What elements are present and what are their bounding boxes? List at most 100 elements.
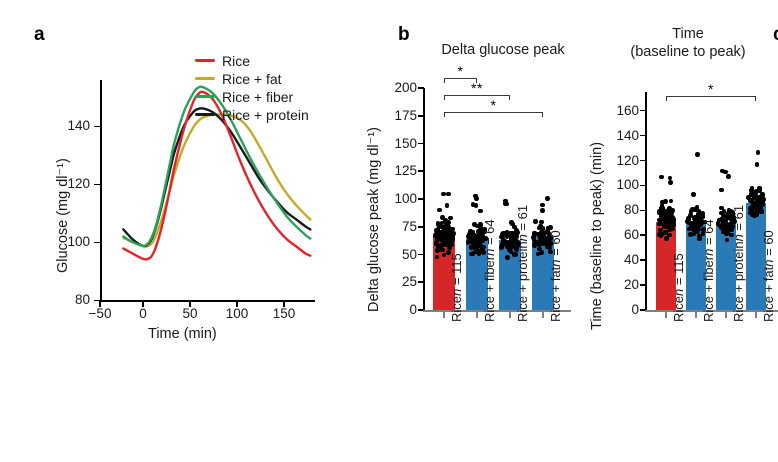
panel-b-right-cat-label-2: Rice + proteinn = 61 (731, 204, 746, 322)
panel-b-right-ytick-0: 0 (631, 302, 639, 317)
datapoint (535, 251, 541, 257)
datapoint (755, 208, 760, 213)
datapoint (476, 251, 482, 256)
datapoint (474, 196, 479, 201)
panel-b-left-ytick-50: 50 (401, 246, 417, 262)
datapoint (657, 217, 662, 223)
datapoint (755, 150, 761, 156)
datapoint (471, 237, 477, 242)
panel-b-left-cat-tick-3 (542, 312, 544, 318)
datapoint (538, 250, 544, 255)
datapoint (532, 232, 538, 237)
bar-panel-b-left-1[interactable] (466, 238, 488, 310)
panel-a-ytick-mark-120 (94, 183, 101, 186)
panel-b-right-title-line2: (baseline to peak) (630, 44, 746, 60)
panel-b-left-sig-tick-2-1 (475, 78, 477, 83)
legend-label-rice: Rice (222, 52, 251, 69)
datapoint (504, 230, 510, 235)
datapoint (669, 218, 674, 224)
datapoint (446, 224, 452, 230)
bar-panel-b-left-2[interactable] (499, 240, 521, 310)
datapoint (533, 219, 539, 224)
panel-a-xtick-mark-0 (142, 300, 144, 307)
datapoint (471, 243, 477, 249)
panel-a-xtick-mark-50 (189, 300, 191, 307)
bar-panel-b-right-3[interactable] (746, 202, 766, 310)
datapoint (480, 246, 485, 252)
datapoint (752, 191, 758, 197)
datapoint (721, 209, 727, 215)
panel-label-c: c (773, 25, 778, 44)
panel-b-right-ytick-mark-140 (640, 134, 646, 137)
panel-a-xtick-150: 150 (272, 306, 296, 321)
panel-b-left-cat-tick-1 (476, 312, 478, 318)
datapoint (546, 231, 551, 236)
bar-panel-b-right-0[interactable] (656, 221, 676, 310)
panel-b-left-title: Delta glucose peak (441, 42, 565, 58)
datapoint (693, 214, 698, 220)
datapoint (516, 240, 521, 246)
datapoint (509, 220, 514, 225)
bar-panel-b-right-2[interactable] (716, 221, 736, 310)
datapoint (441, 191, 446, 197)
bar-panel-b-right-1[interactable] (686, 221, 706, 310)
datapoint (759, 209, 764, 215)
datapoint (538, 238, 543, 243)
panel-b-left-ytick-mark-25 (418, 281, 424, 284)
datapoint (449, 242, 454, 248)
panel-b-left-ytick-mark-100 (418, 198, 424, 200)
datapoint (443, 218, 448, 223)
datapoint (507, 230, 513, 236)
legend-label-rice-protein: Rice + protein (222, 106, 309, 123)
panel-a-x-axis-title: Time (min) (148, 326, 217, 342)
datapoint (759, 199, 765, 205)
panel-b-left-sig-tick-2-0 (444, 78, 446, 83)
datapoint (544, 244, 550, 249)
datapoint (719, 216, 724, 222)
datapoint (753, 210, 758, 216)
datapoint (667, 232, 672, 238)
datapoint (441, 252, 447, 258)
datapoint (667, 226, 672, 232)
datapoint (658, 205, 664, 211)
datapoint (728, 213, 733, 219)
datapoint (532, 241, 538, 247)
datapoint (668, 220, 673, 226)
datapoint (685, 216, 691, 222)
panel-b-left-sig-tick-1-0 (444, 95, 446, 100)
errorbar-panel-b-left-3 (542, 233, 544, 242)
datapoint (700, 214, 706, 219)
datapoint (657, 227, 663, 233)
datapoint (444, 203, 450, 208)
panel-b-left-cat-label-2: Rice + proteinn = 61 (515, 204, 530, 322)
panel-b-right-y-axis-line (645, 92, 647, 311)
datapoint (481, 250, 486, 256)
panel-b-right-ytick-40: 40 (623, 252, 639, 268)
panel-b-right-sig-tick-0-1 (754, 96, 756, 101)
datapoint (441, 226, 447, 231)
panel-b-left-sig-tick-1-1 (508, 95, 510, 100)
panel-b-right-ytick-mark-120 (640, 159, 646, 162)
datapoint (723, 169, 728, 175)
datapoint (748, 206, 753, 211)
datapoint (749, 192, 754, 197)
datapoint (699, 210, 704, 216)
panel-b-left-y-axis-line (423, 88, 425, 311)
datapoint (668, 213, 674, 218)
panel-b-left-cat-label-0: Ricen = 115 (449, 253, 464, 322)
panel-b-left-ytick-mark-75 (418, 225, 424, 228)
legend-swatch-rice-fiber (195, 94, 215, 99)
panel-b-right-ytick-mark-80 (640, 209, 646, 212)
datapoint (469, 239, 474, 244)
datapoint (432, 232, 438, 238)
datapoint (668, 180, 673, 185)
datapoint (720, 168, 725, 174)
datapoint (503, 198, 508, 204)
datapoint (436, 207, 442, 213)
errorbar-cap-panel-b-left-1-0 (473, 234, 481, 237)
datapoint (749, 212, 755, 217)
panel-a-ytick-120: 120 (67, 176, 90, 191)
datapoint (540, 207, 545, 213)
datapoint (757, 187, 762, 193)
